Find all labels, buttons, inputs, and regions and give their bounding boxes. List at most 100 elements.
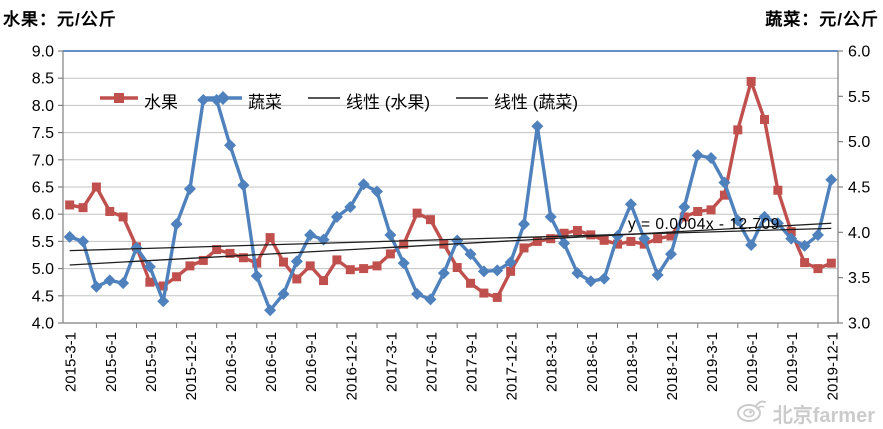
data-point-marker xyxy=(185,261,195,271)
data-point-marker xyxy=(706,205,716,215)
data-point-marker xyxy=(519,243,529,253)
data-point-marker xyxy=(691,149,704,162)
x-axis-label: 2017-6-1 xyxy=(423,332,440,392)
data-point-marker xyxy=(158,281,168,291)
data-point-marker xyxy=(305,261,315,271)
data-point-marker xyxy=(826,258,836,268)
data-point-marker xyxy=(130,241,143,254)
data-point-marker xyxy=(758,210,771,223)
data-point-marker xyxy=(143,260,156,273)
data-point-marker xyxy=(304,229,317,242)
data-point-marker xyxy=(264,304,277,317)
trendline-fruit-marker-icon xyxy=(308,91,340,109)
legend-item-fruit: 水果 xyxy=(100,88,178,113)
data-point-marker xyxy=(611,229,624,242)
y-axis-label-left: 5.0 xyxy=(32,261,54,278)
data-point-marker xyxy=(678,200,691,213)
data-point-marker xyxy=(492,292,502,302)
data-point-marker xyxy=(479,288,489,298)
data-point-marker xyxy=(265,233,275,243)
data-point-marker xyxy=(145,277,155,287)
weibo-logo-icon xyxy=(736,398,766,428)
data-point-marker xyxy=(437,267,450,280)
trendline-0 xyxy=(69,227,832,252)
legend-item-vegetable: 蔬菜 xyxy=(204,88,282,113)
data-point-marker xyxy=(332,255,342,265)
data-point-marker xyxy=(785,232,798,245)
data-point-marker xyxy=(517,218,530,231)
data-point-marker xyxy=(811,229,824,242)
data-point-marker xyxy=(103,274,116,287)
x-axis-label: 2018-12-1 xyxy=(664,332,681,400)
fruit-series-marker-icon xyxy=(100,91,138,109)
data-point-marker xyxy=(399,239,409,249)
y-axis-label-right: 3.0 xyxy=(848,316,870,333)
data-point-marker xyxy=(105,206,115,216)
y-axis-label-right: 3.5 xyxy=(848,270,870,287)
y-axis-label-right: 5.0 xyxy=(848,134,870,151)
data-point-marker xyxy=(651,268,664,281)
legend-label-linear-fruit: 线性 (水果) xyxy=(346,92,431,112)
data-point-marker xyxy=(183,182,196,195)
data-point-marker xyxy=(718,176,731,189)
x-axis-label: 2019-12-1 xyxy=(824,332,841,400)
data-point-marker xyxy=(506,266,516,276)
x-axis-label: 2015-12-1 xyxy=(183,332,200,400)
data-point-marker xyxy=(170,218,183,231)
data-point-marker xyxy=(238,253,248,263)
x-axis-label: 2016-6-1 xyxy=(263,332,280,392)
y-axis-label-left: 7.5 xyxy=(32,125,54,142)
data-point-marker xyxy=(237,179,250,192)
x-axis-label: 2015-3-1 xyxy=(63,332,80,392)
x-axis-label: 2016-9-1 xyxy=(303,332,320,392)
x-axis-label: 2016-12-1 xyxy=(343,332,360,400)
data-point-marker xyxy=(477,265,490,278)
right-axis-title: 蔬菜：元/公斤 xyxy=(765,10,879,29)
series-line-1 xyxy=(67,98,834,313)
data-point-marker xyxy=(798,239,811,252)
data-point-marker xyxy=(371,185,384,198)
data-point-marker xyxy=(319,276,329,286)
data-point-marker xyxy=(385,249,395,259)
data-point-marker xyxy=(464,248,477,261)
y-axis-label-left: 6.0 xyxy=(32,207,54,224)
data-point-marker xyxy=(705,151,718,164)
data-point-marker xyxy=(598,272,611,285)
data-point-marker xyxy=(330,210,343,223)
data-point-marker xyxy=(397,257,410,270)
data-point-marker xyxy=(412,208,422,218)
data-point-marker xyxy=(733,125,743,135)
data-point-marker xyxy=(278,257,288,267)
y-axis-label-left: 9.0 xyxy=(32,44,54,61)
data-point-marker xyxy=(277,287,290,300)
vegetable-series-marker-icon xyxy=(204,90,242,110)
data-point-marker xyxy=(198,255,208,265)
data-point-marker xyxy=(345,265,355,275)
x-axis-label: 2019-3-1 xyxy=(704,332,721,392)
data-point-marker xyxy=(584,275,597,288)
data-point-marker xyxy=(225,248,235,258)
legend-item-linear-vegetable: 线性 (蔬菜) xyxy=(456,88,578,113)
data-point-marker xyxy=(813,264,823,274)
y-axis-label-left: 6.5 xyxy=(32,180,54,197)
data-point-marker xyxy=(224,139,237,152)
data-point-marker xyxy=(786,227,796,237)
trendline-1 xyxy=(69,222,832,266)
data-point-marker xyxy=(825,173,838,186)
data-point-marker xyxy=(693,206,703,216)
trendline-vegetable-marker-icon xyxy=(456,91,489,109)
x-axis-label: 2017-12-1 xyxy=(504,332,521,400)
legend-item-linear-fruit: 线性 (水果) xyxy=(308,88,430,113)
data-point-marker xyxy=(212,245,222,255)
x-axis-label: 2015-9-1 xyxy=(143,332,160,392)
data-point-marker xyxy=(544,210,557,223)
data-point-marker xyxy=(731,214,744,227)
data-point-marker xyxy=(746,76,756,86)
chart-legend: 水果 蔬菜 线性 (水果) 线性 (蔬菜) xyxy=(100,88,578,112)
data-point-marker xyxy=(773,185,783,195)
data-point-marker xyxy=(626,236,636,246)
data-point-marker xyxy=(504,256,517,269)
y-axis-label-right: 4.5 xyxy=(848,180,870,197)
x-axis-label: 2018-6-1 xyxy=(584,332,601,392)
